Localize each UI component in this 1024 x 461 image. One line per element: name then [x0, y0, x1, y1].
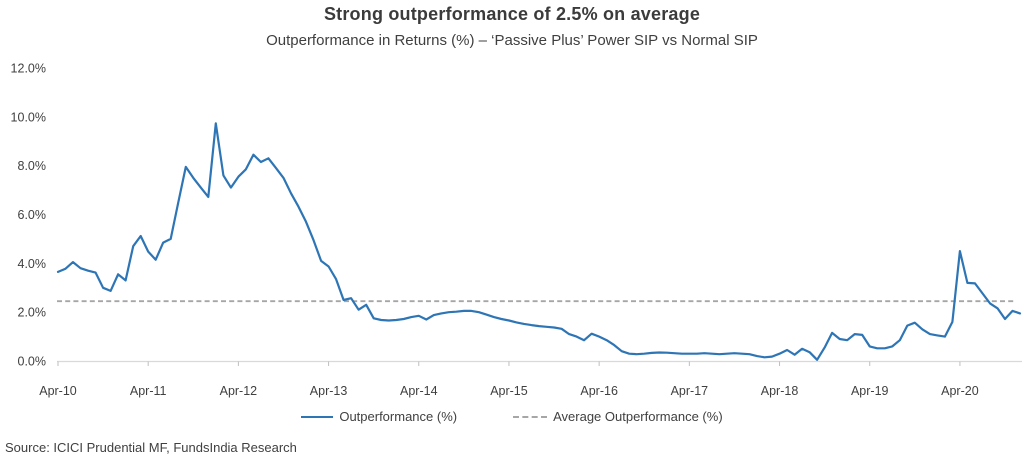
x-axis-label: Apr-19: [851, 384, 889, 398]
x-axis-label: Apr-10: [39, 384, 77, 398]
solid-line-swatch-icon: [301, 415, 334, 418]
y-axis-label: 4.0%: [18, 257, 47, 271]
x-axis-label: Apr-20: [941, 384, 979, 398]
outperformance-line: [56, 122, 1022, 361]
y-axis-label: 6.0%: [18, 208, 47, 222]
y-axis-label: 8.0%: [18, 159, 47, 173]
legend-label-outperformance: Outperformance (%): [339, 409, 458, 424]
legend-label-average: Average Outperformance (%): [553, 409, 723, 424]
x-axis-label: Apr-13: [310, 384, 348, 398]
x-axis-label: Apr-18: [761, 384, 799, 398]
y-axis-label: 0.0%: [18, 355, 47, 369]
x-axis-label: Apr-12: [220, 384, 258, 398]
x-axis-label: Apr-17: [671, 384, 709, 398]
y-axis-label: 2.0%: [18, 306, 47, 320]
legend-item-average: Average Outperformance (%): [513, 409, 723, 424]
x-axis-label: Apr-15: [490, 384, 528, 398]
chart-subtitle: Outperformance in Returns (%) – ‘Passive…: [266, 32, 758, 49]
dashed-line-swatch-icon: [513, 415, 548, 418]
x-axis-label: Apr-14: [400, 384, 438, 398]
chart-title: Strong outperformance of 2.5% on average: [323, 4, 701, 24]
source-note: Source: ICICI Prudential MF, FundsIndia …: [5, 440, 297, 455]
y-axis-label: 10.0%: [11, 110, 46, 124]
y-axis-label: 12.0%: [11, 62, 46, 76]
x-axis-label: Apr-16: [580, 384, 618, 398]
legend-item-outperformance: Outperformance (%): [301, 409, 457, 424]
legend: Outperformance (%) Average Outperformanc…: [0, 409, 1024, 424]
x-axis-label: Apr-11: [130, 384, 167, 398]
